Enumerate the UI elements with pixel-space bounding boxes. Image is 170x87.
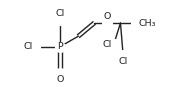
Text: O: O — [104, 12, 111, 21]
Text: P: P — [57, 42, 63, 51]
Text: Cl: Cl — [24, 42, 33, 51]
Text: CH₃: CH₃ — [138, 19, 156, 27]
Text: Cl: Cl — [55, 9, 65, 18]
Text: Cl: Cl — [118, 57, 128, 66]
Text: O: O — [56, 75, 64, 84]
Text: Cl: Cl — [103, 39, 112, 49]
